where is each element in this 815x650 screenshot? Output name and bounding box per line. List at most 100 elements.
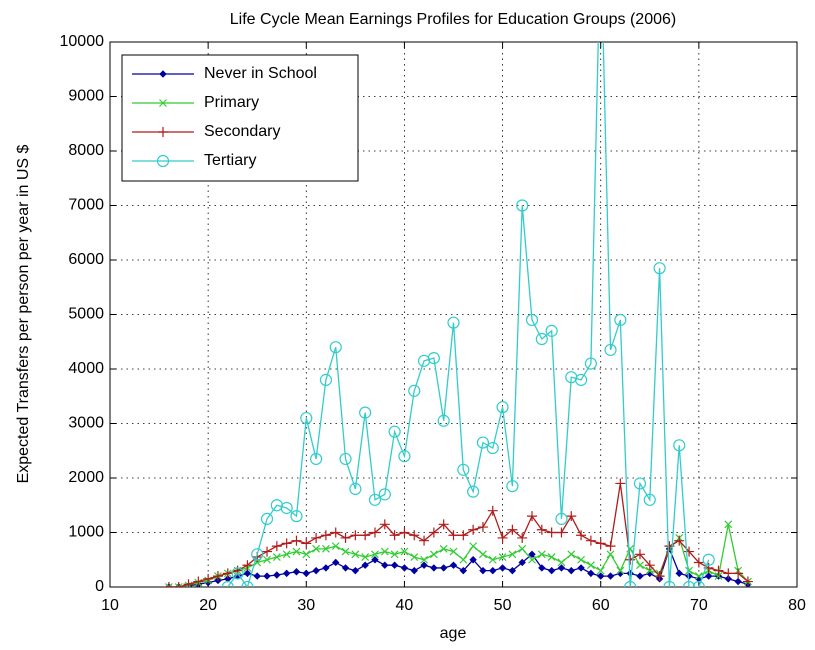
marker xyxy=(682,580,696,587)
marker xyxy=(271,541,282,552)
marker xyxy=(663,580,676,587)
marker xyxy=(624,580,637,587)
marker xyxy=(193,576,204,587)
marker xyxy=(459,566,468,575)
marker xyxy=(389,530,400,541)
marker xyxy=(606,550,615,559)
y-tick-label: 9000 xyxy=(68,88,104,105)
marker xyxy=(350,530,361,541)
x-tick-label: 40 xyxy=(396,597,414,614)
y-tick-label: 2000 xyxy=(68,469,104,486)
marker xyxy=(497,532,508,543)
marker xyxy=(282,569,291,578)
marker xyxy=(488,555,497,564)
marker xyxy=(292,547,301,556)
marker xyxy=(260,512,274,525)
marker xyxy=(437,414,450,427)
marker xyxy=(477,522,488,533)
marker xyxy=(675,569,683,578)
marker xyxy=(496,401,509,414)
marker xyxy=(273,571,281,579)
marker xyxy=(341,564,350,572)
legend-label: Tertiary xyxy=(204,152,256,169)
marker xyxy=(595,538,606,549)
marker xyxy=(518,544,527,553)
marker xyxy=(439,564,448,572)
marker xyxy=(290,510,303,523)
marker xyxy=(312,544,321,553)
marker xyxy=(636,561,644,570)
marker xyxy=(447,316,460,329)
x-tick-label: 10 xyxy=(101,597,119,614)
marker xyxy=(566,511,577,522)
marker xyxy=(547,553,556,561)
marker xyxy=(525,313,539,327)
marker xyxy=(310,452,323,466)
marker xyxy=(584,357,598,370)
marker xyxy=(361,553,370,561)
marker xyxy=(428,527,439,538)
x-tick-label: 30 xyxy=(297,597,315,614)
marker xyxy=(527,511,538,522)
y-tick-label: 0 xyxy=(95,578,104,595)
marker xyxy=(429,550,438,559)
marker xyxy=(390,550,399,559)
marker xyxy=(614,313,627,327)
marker xyxy=(243,569,252,578)
series-line xyxy=(227,42,710,587)
marker xyxy=(212,571,223,582)
marker xyxy=(351,550,360,559)
marker xyxy=(241,580,254,587)
marker xyxy=(724,575,733,583)
marker xyxy=(684,546,695,557)
marker xyxy=(457,463,470,476)
marker xyxy=(222,568,233,579)
x-tick-label: 60 xyxy=(592,597,610,614)
marker xyxy=(653,262,666,275)
marker xyxy=(163,582,174,587)
marker xyxy=(498,553,507,561)
marker xyxy=(479,550,487,559)
marker xyxy=(704,572,713,580)
marker xyxy=(545,324,558,337)
marker xyxy=(339,452,352,466)
marker xyxy=(439,544,448,553)
marker xyxy=(371,550,379,559)
marker xyxy=(625,554,636,565)
marker xyxy=(694,572,703,581)
marker xyxy=(410,553,419,561)
marker xyxy=(633,477,647,490)
marker xyxy=(369,527,380,538)
marker xyxy=(311,532,322,543)
marker xyxy=(300,411,313,425)
legend-label: Primary xyxy=(204,94,259,111)
marker xyxy=(606,572,615,580)
chart-title: Life Cycle Mean Earnings Profiles for Ed… xyxy=(230,11,676,28)
series-line xyxy=(168,524,749,587)
marker xyxy=(538,564,546,572)
marker xyxy=(577,564,585,572)
y-tick-label: 7000 xyxy=(68,197,104,214)
marker xyxy=(340,532,351,543)
marker xyxy=(430,564,438,572)
marker xyxy=(586,561,595,570)
marker xyxy=(183,579,194,587)
marker xyxy=(359,406,372,419)
marker xyxy=(319,373,333,386)
marker xyxy=(557,558,566,567)
marker xyxy=(281,538,292,549)
marker xyxy=(381,561,389,569)
marker xyxy=(320,530,331,541)
marker xyxy=(654,571,665,582)
marker xyxy=(528,555,536,564)
marker xyxy=(555,512,568,525)
legend-marker xyxy=(159,70,167,78)
marker xyxy=(516,199,529,212)
marker xyxy=(173,582,184,587)
marker xyxy=(476,436,490,449)
marker xyxy=(262,546,273,557)
marker xyxy=(508,550,517,559)
marker xyxy=(489,566,497,575)
x-axis-label: age xyxy=(440,625,467,642)
